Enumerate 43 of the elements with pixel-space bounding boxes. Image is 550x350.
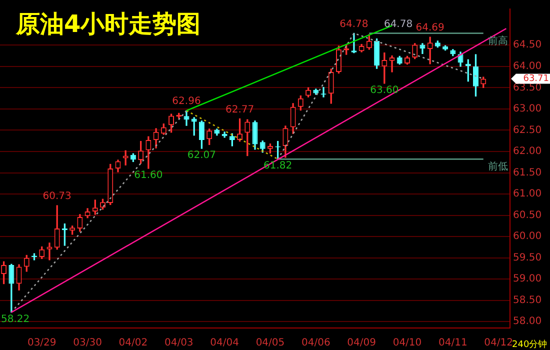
y-tick-label: 59.50 [513,252,542,264]
x-tick-label: 04/06 [301,338,330,349]
y-tick-label: 62.00 [513,146,542,158]
y-tick-label: 64.50 [513,40,542,51]
text: 240分钟 [512,338,548,350]
series-label: 前低 [488,160,508,173]
y-tick-label: 63.50 [513,82,542,94]
y-tick-label: 58.00 [513,316,542,328]
y-tick-label: 62.50 [513,124,542,136]
annotation: 62.77 [225,104,254,116]
y-tick-label: 60.00 [513,231,542,242]
x-tick-label: 04/12 [484,338,513,349]
annotation: 64.78 [384,18,413,30]
x-tick-label: 04/04 [210,338,239,349]
annotation: 58.22 [1,314,30,325]
y-tick-label: 64.00 [513,61,542,72]
x-tick-label: 04/10 [392,338,422,349]
candlestick [427,36,433,64]
y-tick-label: 58.50 [513,294,542,306]
annotation: 60.73 [42,191,72,202]
x-tick-label: 04/02 [118,338,148,349]
x-tick-label: 04/09 [347,338,376,349]
x-tick-label: 04/05 [256,338,285,349]
y-tick-label: 61.00 [513,188,542,200]
candlestick [389,55,395,72]
y-tick-label: 60.50 [513,210,542,221]
y-tick-label: 59.00 [513,274,542,285]
annotation: 64.69 [416,22,444,34]
annotation: 64.78 [340,18,368,30]
x-tick-label: 03/29 [27,338,56,349]
text: 63.71 [523,74,549,84]
y-tick-label: 63.00 [513,104,542,115]
annotation: 61.82 [264,160,292,172]
x-tick-label: 03/30 [73,338,102,349]
annotation: 62.96 [172,96,201,108]
annotation: 62.07 [187,150,216,162]
annotation: 61.60 [134,170,163,182]
x-tick-label: 04/03 [164,338,194,349]
y-tick-label: 61.50 [513,167,542,178]
series-label: 前高 [488,34,508,47]
chart-title: 原油4小时走势图 [16,9,201,40]
x-tick-label: 04/11 [438,338,468,349]
annotation: 63.60 [370,85,399,96]
